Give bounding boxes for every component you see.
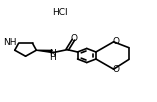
Text: N: N bbox=[49, 49, 56, 58]
Polygon shape bbox=[36, 50, 51, 52]
Text: H: H bbox=[49, 53, 56, 62]
Text: O: O bbox=[112, 37, 119, 46]
Text: O: O bbox=[71, 34, 78, 43]
Text: O: O bbox=[112, 65, 119, 74]
Text: HCl: HCl bbox=[52, 8, 68, 17]
Text: NH: NH bbox=[3, 38, 16, 47]
